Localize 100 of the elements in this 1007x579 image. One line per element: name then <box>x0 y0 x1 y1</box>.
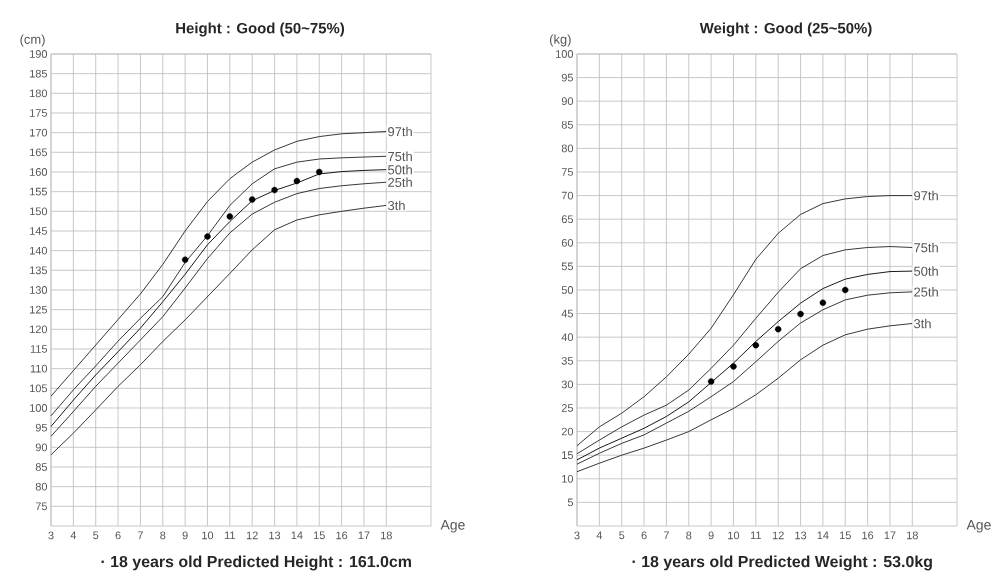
point <box>797 310 804 318</box>
y-tick-label: 145 <box>30 227 48 235</box>
point <box>730 363 737 370</box>
x-axis-title: Age <box>966 519 991 533</box>
text: · 18 years old Predicted Weight : 53.0kg <box>632 555 932 571</box>
point <box>707 378 715 385</box>
y-tick-label: 90 <box>561 97 574 106</box>
x-tick-label: 10 <box>728 531 740 540</box>
point <box>774 325 782 333</box>
y-tick-label: 80 <box>561 144 574 153</box>
y-tick-label: 75 <box>35 502 48 511</box>
y-tick-label: 5 <box>567 498 574 507</box>
point <box>271 186 278 194</box>
series-label: 3th <box>914 318 931 329</box>
y-tick-label: 75 <box>561 168 574 176</box>
x-tick-label: 7 <box>137 531 143 540</box>
x-tick-label: 13 <box>795 531 807 540</box>
x-tick-label: 14 <box>817 531 829 540</box>
y-tick-label: 160 <box>30 168 48 176</box>
y-tick-label: 95 <box>35 423 48 432</box>
y-tick-label: 150 <box>30 207 48 216</box>
x-tick-label: 14 <box>291 531 303 540</box>
y-axis-title: (cm) <box>20 34 45 47</box>
y-tick-label: 100 <box>556 50 574 58</box>
chart-title: Weight : Good (25~50%) <box>699 22 872 37</box>
y-tick-label: 30 <box>561 380 574 389</box>
y-tick-label: 55 <box>561 262 574 271</box>
y-tick-label: 10 <box>562 474 574 483</box>
y-tick-label: 135 <box>30 266 48 275</box>
y-tick-label: 40 <box>561 333 574 342</box>
x-tick-label: 16 <box>336 531 348 540</box>
point <box>819 299 827 306</box>
point <box>752 342 760 349</box>
text: · 18 years old Predicted Height : 161.0cm <box>101 555 411 571</box>
series-label: 25th <box>388 177 412 187</box>
y-tick-label: 140 <box>30 246 48 255</box>
y-tick-label: 90 <box>35 443 48 452</box>
series-label: 75th <box>914 242 938 253</box>
x-tick-label: 13 <box>269 531 281 540</box>
x-tick-label: 17 <box>884 531 896 540</box>
x-tick-label: 6 <box>115 531 121 540</box>
y-tick-label: 170 <box>30 128 48 137</box>
y-tick-label: 85 <box>561 120 574 129</box>
x-tick-label: 7 <box>663 531 669 540</box>
y-tick-label: 85 <box>35 463 48 471</box>
x-tick-label: 18 <box>381 531 392 540</box>
y-tick-label: 185 <box>30 69 48 78</box>
x-axis-title: Age <box>440 519 465 533</box>
series-label: 25th <box>914 287 938 297</box>
x-tick-label: 11 <box>224 531 235 540</box>
x-tick-label: 9 <box>708 531 714 540</box>
x-tick-label: 5 <box>93 531 99 540</box>
x-tick-label: 16 <box>862 531 874 540</box>
y-tick-label: 65 <box>561 215 574 224</box>
y-axis-title: (kg) <box>549 34 571 47</box>
y-tick-label: 175 <box>30 109 48 117</box>
series-label: 97th <box>914 190 938 201</box>
y-tick-label: 60 <box>561 238 574 247</box>
y-tick-label: 105 <box>30 384 48 393</box>
y-tick-label: 100 <box>30 404 48 412</box>
x-tick-label: 4 <box>596 531 603 540</box>
y-tick-label: 70 <box>561 191 574 200</box>
y-tick-label: 130 <box>30 286 48 294</box>
y-tick-label: 115 <box>30 345 48 353</box>
x-tick-label: 11 <box>750 531 761 540</box>
x-tick-label: 15 <box>839 531 851 540</box>
point <box>293 177 301 185</box>
series-label: 3th <box>388 200 405 211</box>
y-tick-label: 80 <box>35 482 48 491</box>
x-tick-label: 4 <box>70 531 77 540</box>
point <box>181 256 189 263</box>
point <box>248 196 256 203</box>
y-tick-label: 190 <box>30 50 48 58</box>
x-tick-label: 12 <box>772 531 784 540</box>
point <box>842 286 849 294</box>
series-label: 50th <box>914 266 938 276</box>
y-tick-label: 35 <box>561 356 574 365</box>
y-tick-label: 25 <box>561 404 574 412</box>
y-tick-label: 180 <box>30 89 48 98</box>
x-tick-label: 3 <box>574 531 580 540</box>
y-tick-label: 50 <box>561 286 574 294</box>
x-tick-label: 8 <box>686 531 692 540</box>
point <box>204 233 211 240</box>
x-tick-label: 18 <box>907 531 918 540</box>
y-tick-label: 110 <box>30 364 48 373</box>
x-tick-label: 15 <box>313 531 325 540</box>
y-tick-label: 155 <box>30 187 48 196</box>
y-tick-label: 45 <box>561 309 574 318</box>
x-tick-label: 10 <box>202 531 214 540</box>
y-tick-label: 20 <box>561 427 574 436</box>
x-tick-label: 6 <box>641 531 647 540</box>
x-tick-label: 9 <box>182 531 188 540</box>
series-label: 97th <box>388 126 412 137</box>
point <box>226 213 234 220</box>
x-tick-label: 5 <box>619 531 625 540</box>
x-tick-label: 17 <box>358 531 370 540</box>
y-tick-label: 15 <box>562 451 574 460</box>
y-tick-label: 120 <box>30 325 48 334</box>
y-tick-label: 95 <box>561 73 574 82</box>
point <box>316 168 323 176</box>
